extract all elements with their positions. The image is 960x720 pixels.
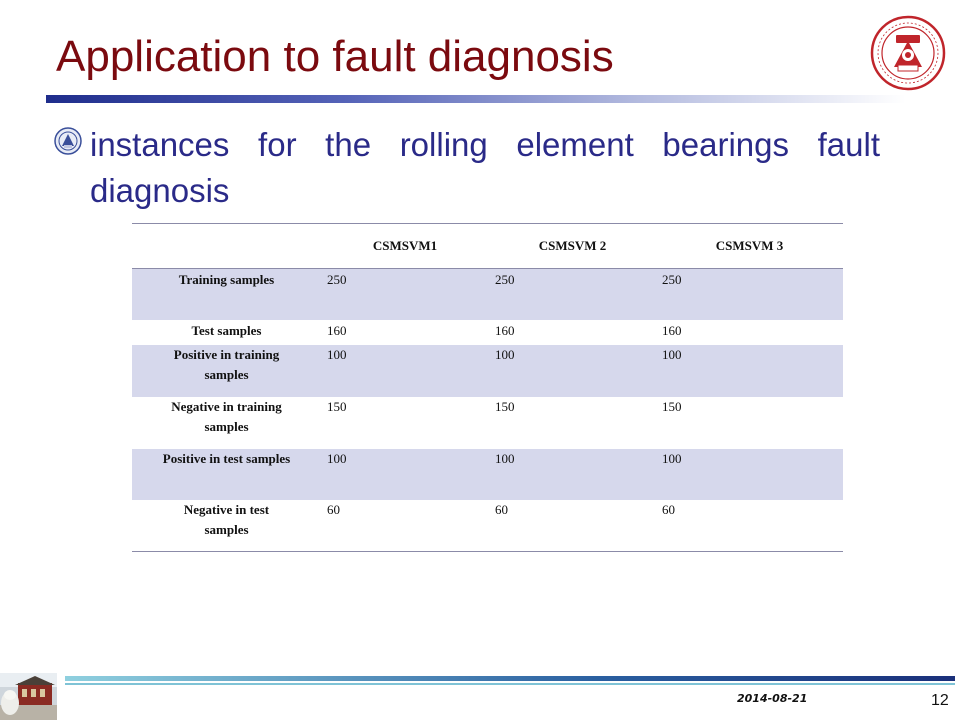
seal-bullet-icon (54, 127, 82, 155)
title-underline (46, 95, 906, 103)
header-cell: CSMSVM 2 (538, 238, 607, 253)
header-cell: CSMSVM1 (372, 238, 438, 253)
university-seal-icon (870, 15, 946, 91)
cell-value: 100 (489, 448, 656, 500)
footer-rule-thin (65, 683, 955, 685)
cell-value: 160 (327, 322, 347, 338)
slide-date: 2014-08-21 (737, 692, 808, 705)
table-row: Training samples 250 250 250 (132, 268, 843, 320)
header-cell: CSMSVM 3 (715, 238, 784, 253)
slide-title: Application to fault diagnosis (56, 32, 614, 81)
cell-value: 150 (495, 398, 515, 414)
table-row: Positive in training samples 100 100 100 (132, 344, 843, 397)
row-label: Negative in training samples (171, 398, 282, 434)
cell-value: 150 (327, 398, 347, 414)
table-row: Negative in test samples 60 60 60 (132, 500, 843, 552)
cell-value: 100 (489, 344, 656, 397)
cell-value: 60 (662, 501, 675, 517)
row-label: Positive in training samples (132, 344, 321, 397)
cell-value: 160 (495, 322, 515, 338)
cell-value: 150 (662, 398, 682, 414)
cell-value: 250 (321, 268, 489, 320)
table-row: Negative in training samples 150 150 150 (132, 397, 843, 449)
cell-value: 160 (662, 322, 682, 338)
table-row: Test samples 160 160 160 (132, 320, 843, 345)
cell-value: 100 (321, 448, 489, 500)
table-row: Positive in test samples 100 100 100 (132, 448, 843, 500)
header-cell (132, 224, 321, 269)
bullet-text: instances for the rolling element bearin… (90, 126, 880, 209)
cell-value: 60 (327, 501, 340, 517)
row-label: Training samples (132, 268, 321, 320)
row-label: Positive in test samples (132, 448, 321, 500)
footer-rule (65, 676, 955, 681)
cell-value: 100 (656, 448, 843, 500)
cell-value: 100 (656, 344, 843, 397)
row-label: Negative in test samples (183, 501, 270, 537)
cell-value: 250 (489, 268, 656, 320)
campus-photo-icon (0, 673, 57, 720)
cell-value: 100 (321, 344, 489, 397)
cell-value: 250 (656, 268, 843, 320)
page-number: 12 (931, 692, 949, 709)
row-label: Test samples (191, 322, 262, 338)
table-header-row: CSMSVM1 CSMSVM 2 CSMSVM 3 (132, 224, 843, 269)
cell-value: 60 (495, 501, 508, 517)
results-table: CSMSVM1 CSMSVM 2 CSMSVM 3 Training sampl… (132, 223, 843, 552)
